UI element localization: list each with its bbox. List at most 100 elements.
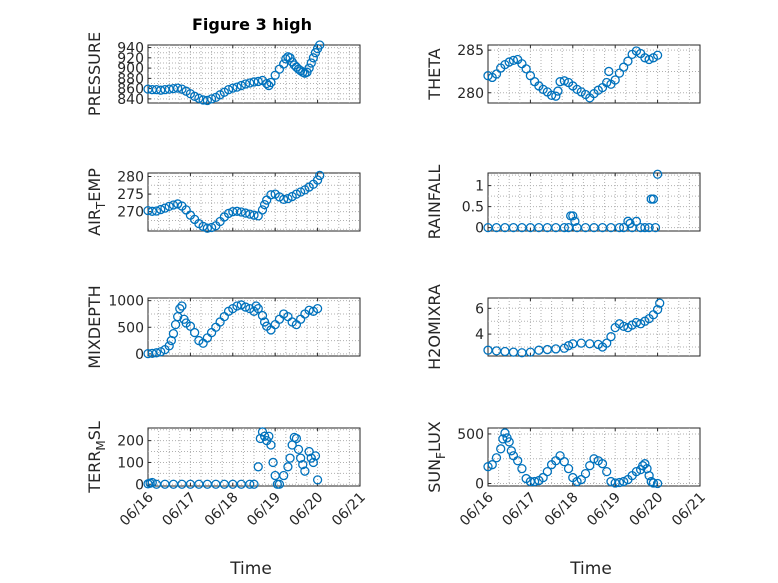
y-axis-label: H2OMIXRA [425, 284, 444, 370]
y-axis-label: AIRTEMP [85, 168, 108, 236]
data-point [563, 341, 574, 351]
y-axis-label: THETA [425, 48, 444, 100]
data-point [308, 457, 319, 468]
data-point [249, 210, 259, 220]
data-point [619, 321, 629, 332]
data-point [175, 303, 185, 314]
data-point [291, 433, 302, 444]
axes-frame [487, 44, 701, 104]
data-point [266, 77, 276, 88]
data-point [614, 68, 625, 78]
data-point [551, 91, 561, 101]
data-point [295, 453, 306, 463]
data-point [304, 63, 314, 73]
data-point [568, 211, 578, 221]
data-point [266, 440, 276, 450]
y-tick-label: 200 [117, 434, 144, 450]
data-point [236, 80, 246, 91]
y-tick-label: 880 [117, 71, 144, 87]
data-point [652, 50, 663, 60]
data-point [251, 301, 261, 311]
y-tick-label: 285 [457, 43, 484, 59]
data-point [266, 190, 276, 200]
data-point [559, 457, 569, 467]
y-tick-label: 500 [117, 320, 144, 336]
y-tick-label: 270 [117, 205, 144, 221]
data-point [576, 474, 586, 485]
data-point [306, 58, 316, 68]
data-point [232, 82, 242, 92]
data-point [245, 209, 255, 219]
data-point [602, 466, 612, 477]
data-point [202, 223, 213, 233]
data-point [164, 201, 174, 212]
axes-frame [487, 172, 701, 232]
data-point [521, 64, 531, 74]
data-point [283, 462, 293, 472]
x-tick-label: 06/21 [329, 490, 369, 530]
data-point [160, 203, 170, 213]
data-point [504, 57, 514, 67]
data-point [259, 431, 270, 441]
data-point [279, 59, 289, 69]
x-tick-label: 06/16 [117, 489, 157, 529]
axes-frame [147, 44, 361, 104]
data-point [585, 461, 595, 471]
data-point [223, 85, 234, 95]
data-point [202, 95, 213, 106]
y-axis-label: PRESSURE [85, 32, 104, 116]
x-tick-label: 06/18 [542, 490, 582, 530]
data-point [650, 222, 661, 233]
data-point [602, 77, 612, 88]
data-point [640, 459, 650, 469]
x-axis-label: Time [229, 559, 272, 579]
data-point [644, 222, 654, 233]
y-tick-label: 6 [475, 301, 484, 317]
data-point [602, 338, 612, 348]
data-point [644, 470, 654, 481]
data-point [279, 194, 289, 205]
x-tick-label: 06/17 [499, 490, 539, 530]
data-point [264, 431, 274, 441]
subplot-rainfall: 0 0.5 1 RAINFALL [425, 165, 701, 239]
data-point [147, 348, 157, 358]
data-point [614, 477, 625, 488]
data-point [240, 208, 251, 218]
y-tick-label: 280 [117, 170, 144, 186]
data-point [270, 70, 280, 80]
data-point [610, 478, 620, 488]
data-point [249, 479, 259, 489]
data-point [245, 479, 255, 489]
data-point [164, 341, 174, 351]
data-point [259, 199, 270, 210]
data-point [312, 175, 323, 185]
data-point [546, 90, 557, 100]
data-point [262, 78, 272, 89]
data-point [308, 53, 319, 63]
data-point [538, 472, 548, 483]
subplot-sun_flux: 0 500 SUNFLUX 06/16 06/17 06/18 06/19 06/20 06/2… [425, 421, 709, 579]
subplot-h2omixra: 4 6 H2OMIXRA [425, 284, 701, 370]
data-point [525, 71, 536, 81]
data-point [652, 304, 663, 315]
data-point [555, 451, 565, 461]
data-point [559, 222, 569, 233]
data-point [253, 303, 263, 314]
data-point [173, 83, 183, 93]
data-point [614, 222, 625, 233]
data-point [563, 463, 574, 474]
data-point [631, 317, 642, 328]
y-tick-label: 280 [457, 86, 484, 102]
x-axis-label: Time [569, 559, 612, 579]
data-point [597, 459, 608, 469]
data-point [589, 454, 599, 464]
data-point [648, 478, 659, 488]
data-point [619, 62, 629, 72]
y-axis-label: MIXDEPTH [85, 285, 104, 368]
data-point [315, 170, 325, 181]
data-point [206, 94, 217, 104]
data-point [504, 437, 514, 447]
data-point [232, 206, 242, 216]
